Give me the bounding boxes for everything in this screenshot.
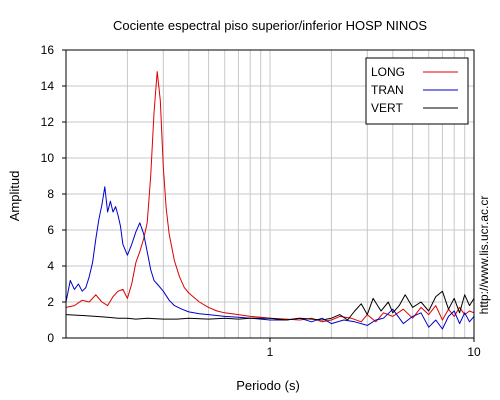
legend: LONG TRAN VERT <box>365 57 469 125</box>
legend-box <box>365 57 469 125</box>
y-tick-label: 12 <box>41 115 55 129</box>
x-tick-labels: 1 10 <box>267 338 481 359</box>
legend-items: LONG TRAN VERT <box>371 65 458 115</box>
legend-label: VERT <box>371 101 403 115</box>
chart-title: Cociente espectral piso superior/inferio… <box>113 18 427 33</box>
legend-label: LONG <box>371 65 405 79</box>
plot-frame <box>65 49 475 339</box>
y-tick-label: 14 <box>41 79 55 93</box>
y-tick-label: 0 <box>47 331 54 345</box>
series-line-vert <box>65 290 475 321</box>
legend-label: TRAN <box>371 83 404 97</box>
grid-lines <box>66 50 474 338</box>
series-line-tran <box>65 186 475 330</box>
data-series <box>65 71 475 330</box>
y-tick-label: 6 <box>47 223 54 237</box>
y-tick-label: 16 <box>41 43 55 57</box>
url-watermark: http://www.lis.ucr.ac.cr <box>477 196 491 315</box>
x-axis-label: Periodo (s) <box>236 378 300 393</box>
y-tick-label: 8 <box>47 187 54 201</box>
y-tick-labels: 0 2 4 6 8 10 12 14 16 <box>41 43 66 345</box>
series-line-long <box>65 71 475 323</box>
y-tick-label: 10 <box>41 151 55 165</box>
y-axis-label: Amplitud <box>7 171 22 222</box>
x-tick-label: 10 <box>467 345 481 359</box>
y-tick-label: 2 <box>47 295 54 309</box>
y-tick-label: 4 <box>47 259 54 273</box>
x-tick-label: 1 <box>267 345 274 359</box>
